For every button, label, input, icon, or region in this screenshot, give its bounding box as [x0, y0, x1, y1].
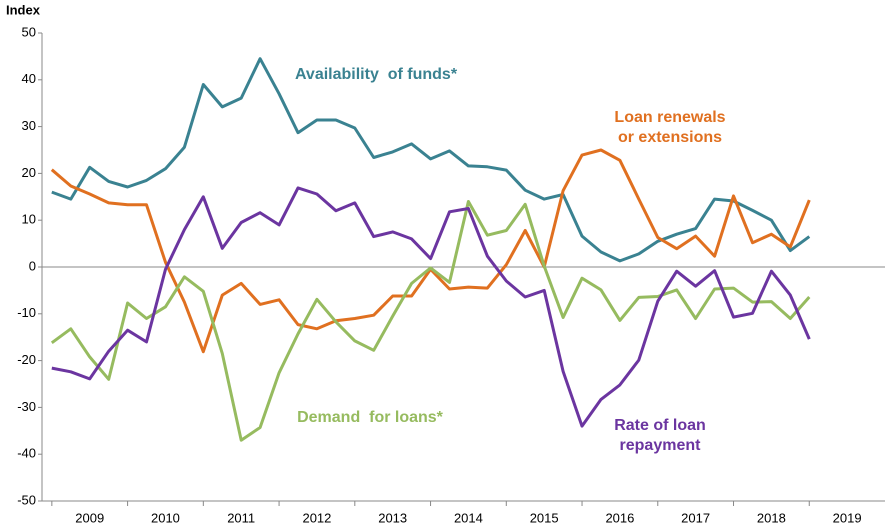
series-line — [51, 57, 811, 263]
y-tick-label: -50 — [17, 492, 36, 507]
x-tick-label: 2011 — [227, 510, 255, 525]
x-tick-label: 2014 — [454, 510, 483, 525]
series-label: repayment — [620, 437, 702, 454]
x-tick-label: 2010 — [151, 510, 180, 525]
series-label: or extensions — [618, 129, 722, 146]
series-label: Rate of loan — [614, 417, 706, 434]
y-tick-label: -10 — [17, 305, 36, 320]
series-label: Demand for loans* — [297, 409, 444, 426]
y-tick-label: 20 — [22, 165, 36, 180]
x-tick-label: 2013 — [378, 510, 407, 525]
y-tick-label: 40 — [22, 71, 36, 86]
y-tick-label: 30 — [22, 118, 36, 133]
series-line — [50, 148, 811, 354]
x-tick-label: 2018 — [757, 510, 786, 525]
y-tick-label: 10 — [22, 212, 36, 227]
y-axis-label: Index — [6, 2, 41, 17]
series-label: Loan renewals — [614, 109, 725, 126]
x-tick-label: 2009 — [75, 510, 104, 525]
x-tick-label: 2017 — [681, 510, 710, 525]
y-tick-label: -20 — [17, 352, 36, 367]
x-tick-label: 2016 — [605, 510, 634, 525]
x-tick-label: 2012 — [302, 510, 331, 525]
series-line — [51, 186, 811, 428]
y-tick-label: 50 — [22, 24, 36, 39]
y-tick-label: -40 — [17, 446, 36, 461]
y-tick-label: 0 — [29, 258, 36, 273]
series-line — [50, 200, 811, 442]
y-tick-label: -30 — [17, 399, 36, 414]
x-tick-label: 2015 — [530, 510, 559, 525]
x-tick-label: 2019 — [833, 510, 862, 525]
series-label: Availability of funds* — [295, 66, 458, 83]
